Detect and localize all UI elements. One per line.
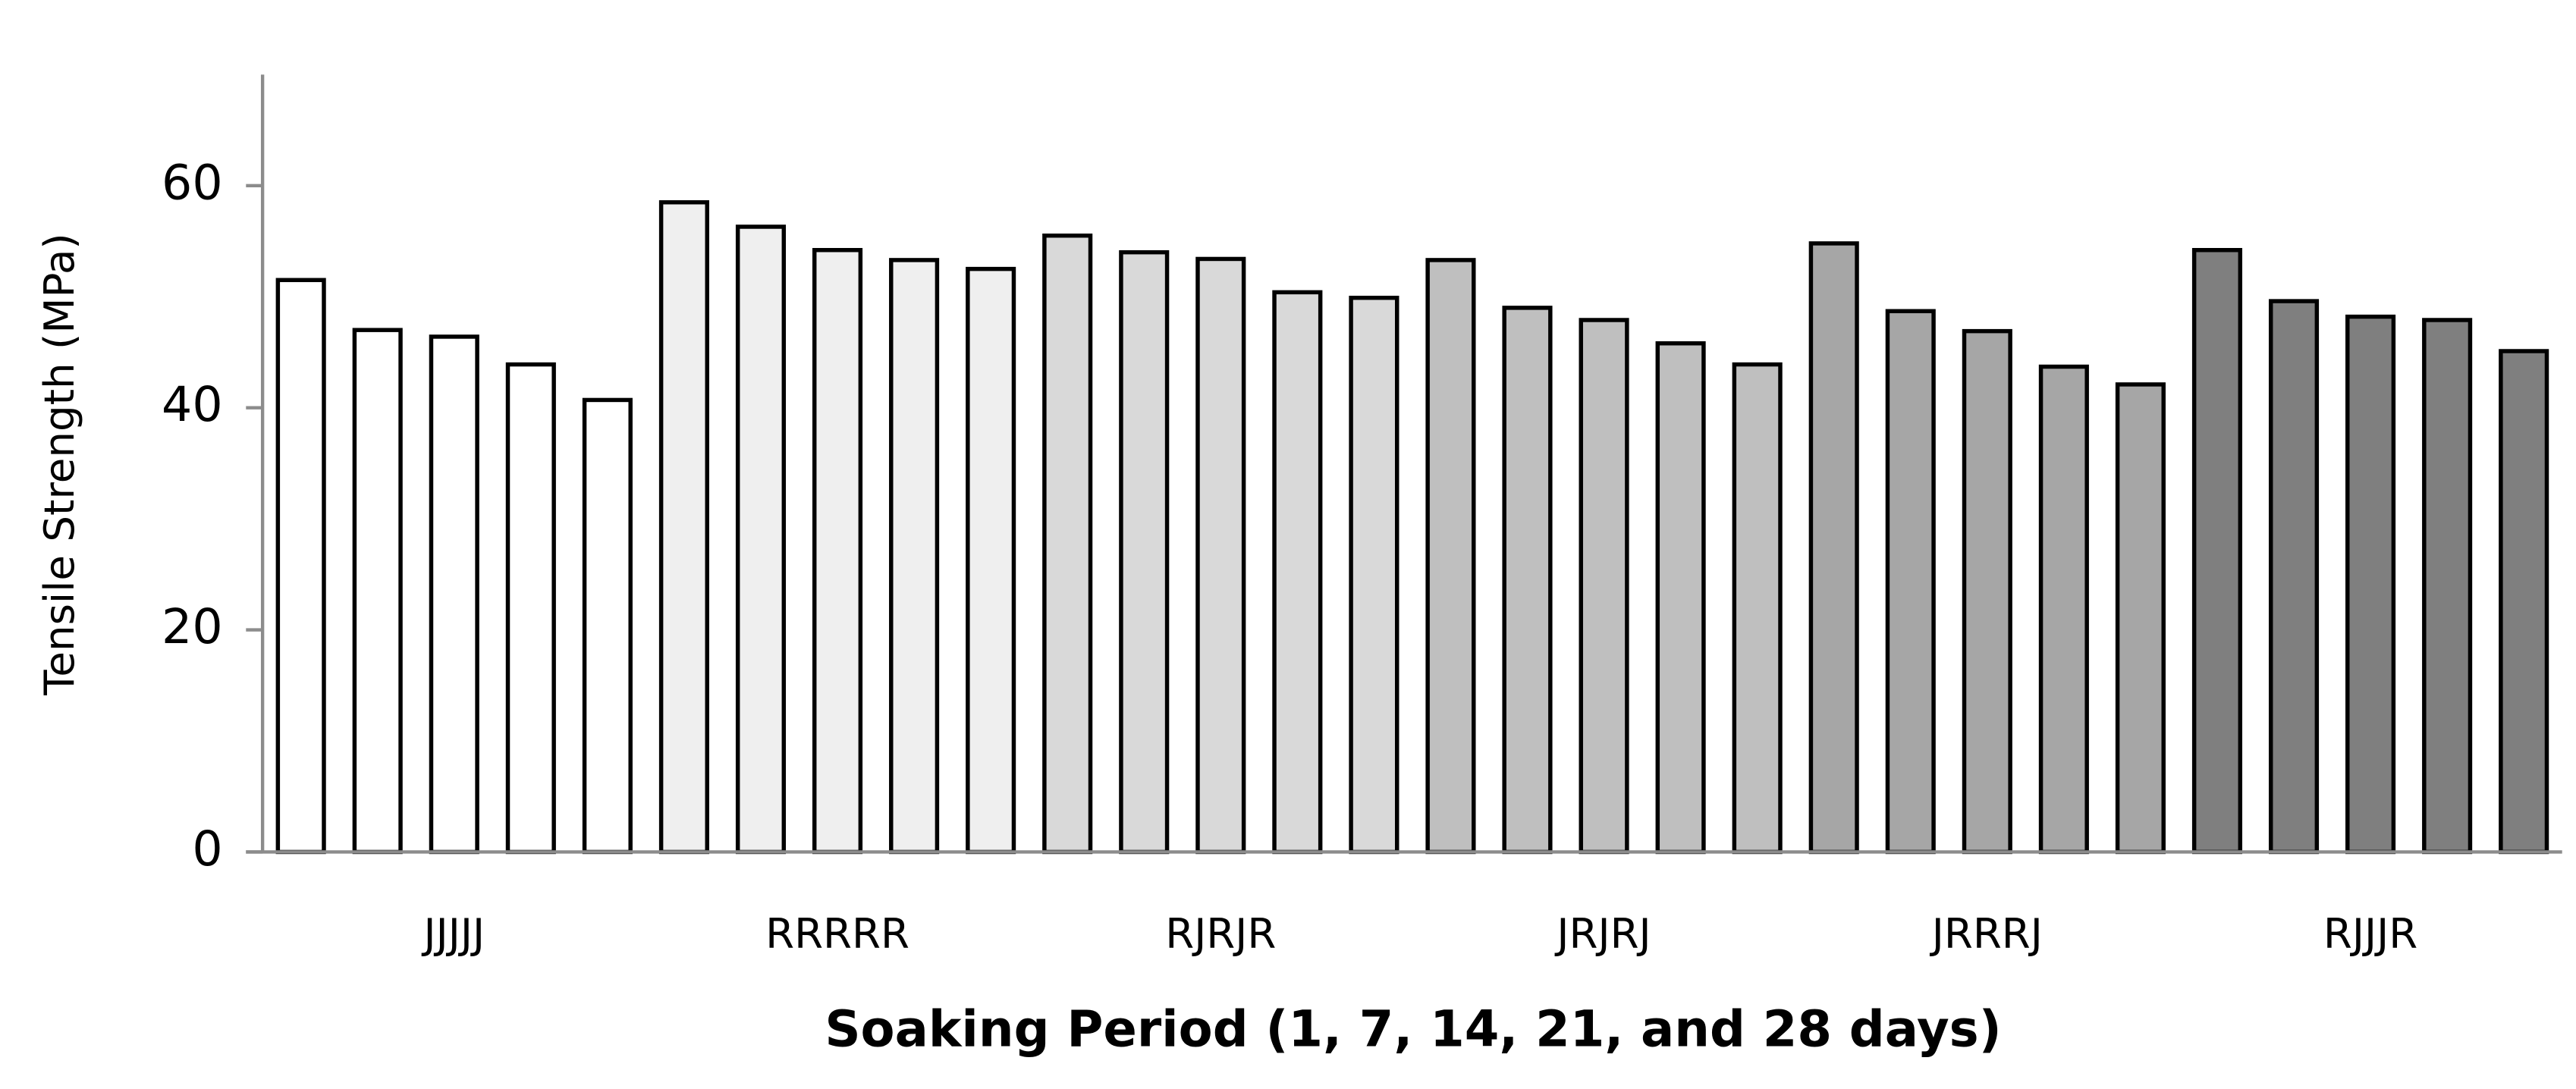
bar bbox=[2422, 318, 2473, 855]
bar bbox=[505, 362, 556, 855]
bar bbox=[735, 224, 787, 855]
bar bbox=[1885, 309, 1936, 855]
bar bbox=[1195, 256, 1246, 855]
bar bbox=[658, 200, 709, 855]
y-tick-label: 0 bbox=[192, 821, 222, 877]
bar bbox=[275, 278, 326, 855]
x-tick-label: RRRRR bbox=[765, 909, 909, 958]
x-axis-title: Soaking Period (1, 7, 14, 21, and 28 day… bbox=[825, 1001, 2001, 1059]
y-tick-label: 20 bbox=[162, 598, 223, 654]
x-tick-label: RJRJR bbox=[1165, 909, 1276, 958]
bar bbox=[2345, 314, 2396, 855]
x-tick-label: JRJRJ bbox=[1554, 909, 1651, 958]
bar bbox=[2191, 248, 2243, 855]
bar bbox=[1119, 249, 1170, 855]
bar bbox=[352, 328, 403, 855]
y-axis-title: Tensile Strength (MPa) bbox=[35, 233, 83, 695]
bar bbox=[889, 258, 940, 855]
bar bbox=[1808, 241, 1859, 855]
y-tick-label: 40 bbox=[162, 376, 223, 432]
bar bbox=[429, 334, 479, 855]
bar bbox=[2115, 382, 2166, 855]
bar bbox=[1655, 341, 1706, 855]
bar bbox=[1962, 328, 2012, 855]
bar bbox=[582, 397, 633, 855]
bar bbox=[1425, 258, 1476, 855]
x-tick-label: JJJJJ bbox=[421, 909, 485, 958]
bar bbox=[1502, 306, 1553, 855]
bar bbox=[2268, 299, 2320, 855]
y-tick-label: 60 bbox=[162, 154, 223, 210]
x-tick-label: RJJJR bbox=[2323, 909, 2417, 958]
bar bbox=[1579, 318, 1629, 855]
bar bbox=[1732, 362, 1783, 855]
bar bbox=[812, 248, 863, 855]
bar bbox=[1349, 295, 1400, 855]
bar bbox=[1272, 290, 1323, 855]
bar bbox=[1042, 233, 1093, 855]
bar bbox=[2038, 364, 2089, 855]
bar bbox=[966, 266, 1016, 855]
x-tick-label: JRRRJ bbox=[1930, 909, 2043, 958]
bar bbox=[2499, 349, 2549, 855]
